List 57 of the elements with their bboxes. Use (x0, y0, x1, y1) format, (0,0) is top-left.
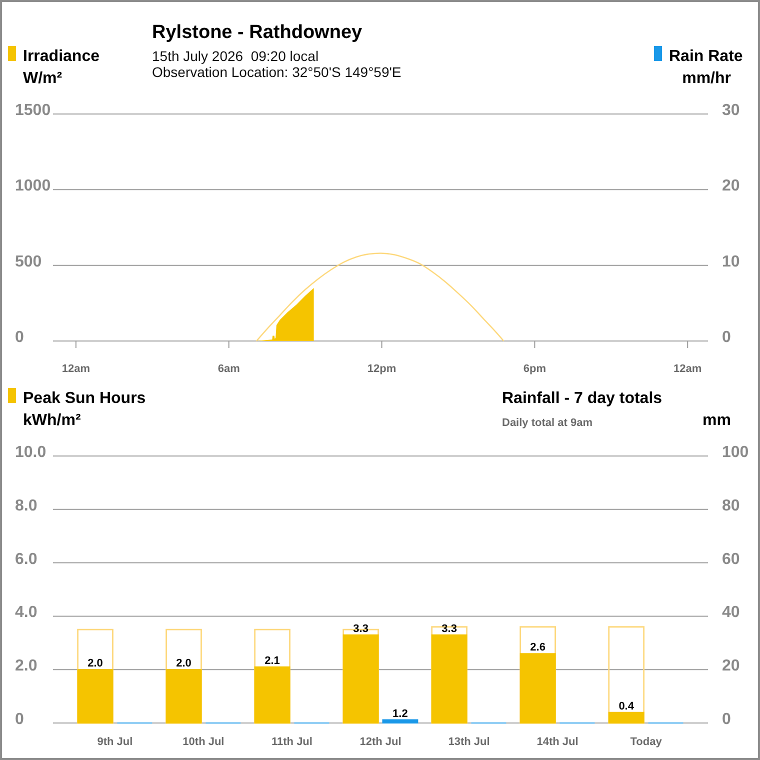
data-label: 3.3 (442, 622, 457, 635)
y-tick-label: 1500 (15, 102, 51, 119)
y-tick-label: 0 (15, 329, 24, 346)
bar (166, 669, 202, 724)
y2-tick-label: 20 (722, 658, 740, 675)
x-tick-label: 12pm (367, 363, 396, 375)
y2-tick-label: 100 (722, 444, 749, 461)
bar (77, 669, 114, 724)
x-tick-label: Today (630, 736, 663, 748)
y-tick-label: 2.0 (15, 658, 38, 675)
y2-tick-label: 20 (722, 178, 740, 195)
legend-label: Irradiance (23, 48, 100, 65)
y-tick-label: 500 (15, 253, 42, 270)
y-axis-title: W/m² (23, 70, 62, 87)
chart-title: Rainfall - 7 day totals (502, 390, 662, 407)
y2-tick-label: 0 (722, 329, 731, 346)
y2-axis-title: mm/hr (682, 70, 731, 87)
y2-tick-label: 40 (722, 604, 740, 622)
y-tick-label: 1000 (15, 178, 51, 195)
x-tick-label: 13th Jul (448, 736, 490, 748)
x-tick-label: 6am (218, 363, 240, 375)
text: Daily total at 9am (502, 417, 593, 429)
y-tick-label: 8.0 (15, 497, 38, 514)
y-tick-label: 10.0 (15, 444, 46, 461)
bar (254, 666, 290, 724)
y2-tick-label: 80 (722, 497, 740, 514)
data-label: 1.2 (392, 708, 408, 720)
y-axis-title: kWh/m² (23, 412, 81, 429)
legend-label: Peak Sun Hours (23, 390, 146, 407)
y2-tick-label: 60 (722, 550, 740, 568)
chart-subtitle: 15th July 2026 09:20 local (152, 48, 319, 64)
data-label: 2.0 (176, 658, 192, 670)
y-tick-label: 4.0 (15, 604, 38, 622)
x-tick-label: 11th Jul (272, 736, 312, 748)
data-label: 0.4 (618, 700, 635, 712)
legend-label: Rain Rate (669, 48, 743, 65)
x-tick-label: 9th Jul (97, 736, 133, 748)
x-tick-label: 14th Jul (536, 736, 578, 748)
x-tick-label: 12am (674, 363, 702, 375)
bar (608, 712, 644, 724)
chart-title: Rylstone - Rathdowney (152, 22, 363, 43)
y2-tick-label: 10 (722, 253, 740, 270)
data-label: 2.6 (530, 642, 546, 654)
y2-tick-label: 30 (722, 102, 740, 119)
y-tick-label: 0 (15, 711, 24, 728)
y2-tick-label: 0 (722, 711, 731, 728)
data-label: 2.0 (88, 658, 103, 670)
x-tick-label: 12am (62, 363, 90, 375)
y-tick-label: 6.0 (15, 550, 38, 568)
x-tick-label: 10th Jul (182, 736, 224, 748)
x-tick-label: 12th Jul (360, 736, 402, 748)
text: Observation Location: 32°50'S 149°59'E (152, 64, 402, 80)
data-label: 3.3 (353, 622, 368, 635)
bar (520, 653, 556, 724)
y2-axis-title: mm (702, 412, 731, 429)
data-label: 2.1 (264, 654, 280, 667)
x-tick-label: 6pm (523, 363, 546, 375)
